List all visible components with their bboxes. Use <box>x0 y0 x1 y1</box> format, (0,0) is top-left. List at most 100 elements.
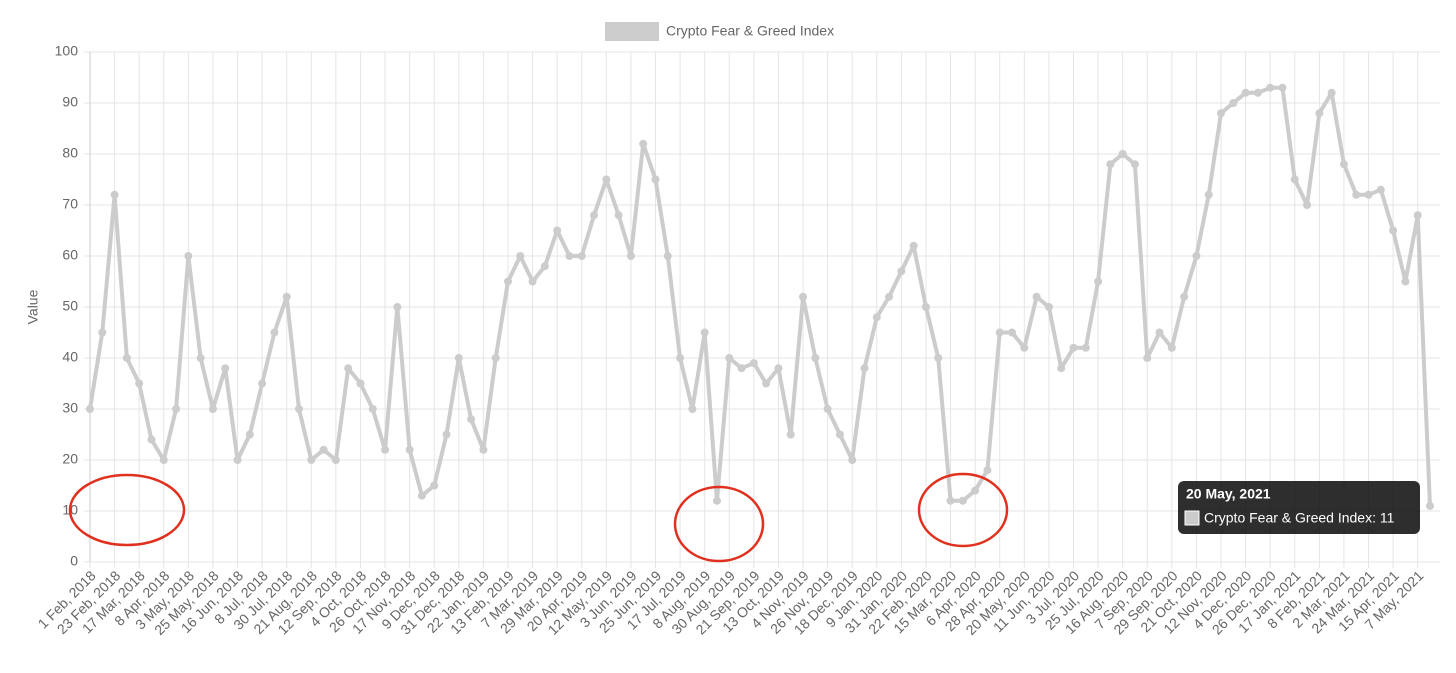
data-point <box>712 496 721 505</box>
data-point <box>885 292 894 301</box>
data-point <box>1106 160 1115 169</box>
annotations <box>68 472 1009 563</box>
data-point <box>307 456 316 464</box>
data-point <box>688 405 697 413</box>
data-point <box>442 430 451 439</box>
tooltip-label: Crypto Fear & Greed Index: 11 <box>1204 510 1395 526</box>
data-point <box>479 445 488 454</box>
data-point <box>663 252 672 260</box>
data-point <box>958 496 967 505</box>
data-point <box>700 328 709 337</box>
data-point <box>946 496 955 505</box>
data-point <box>1143 354 1152 362</box>
data-point <box>1278 83 1287 92</box>
data-point <box>971 486 980 495</box>
data-point <box>184 252 193 260</box>
data-point <box>110 190 119 199</box>
data-point <box>749 359 758 368</box>
data-point <box>405 445 414 454</box>
tooltip-box <box>1178 481 1420 534</box>
data-point <box>98 328 107 337</box>
data-point <box>1118 150 1127 158</box>
data-point <box>1253 88 1262 97</box>
y-axis-label: Value <box>25 289 41 324</box>
data-point <box>602 175 611 184</box>
y-tick-label: 30 <box>62 400 78 416</box>
legend[interactable]: Crypto Fear & Greed Index <box>605 22 834 41</box>
data-point <box>651 175 660 184</box>
data-point <box>122 354 131 362</box>
data-point <box>393 303 402 311</box>
data-point <box>430 481 439 490</box>
data-point <box>503 277 512 286</box>
data-point <box>467 415 476 424</box>
data-point <box>1192 252 1201 260</box>
data-point <box>1266 83 1275 92</box>
y-tick-label: 20 <box>62 451 78 467</box>
data-point <box>1057 364 1066 373</box>
data-point <box>577 252 586 260</box>
data-point <box>848 456 857 464</box>
data-point <box>786 430 795 439</box>
data-point <box>331 456 340 464</box>
data-point <box>1167 343 1176 352</box>
data-point <box>1180 292 1189 301</box>
data-point <box>1069 343 1078 352</box>
data-point <box>737 364 746 373</box>
data-point <box>282 292 291 301</box>
data-point <box>221 364 230 373</box>
data-point <box>1376 185 1385 194</box>
data-point <box>835 430 844 439</box>
y-tick-label: 0 <box>70 553 78 569</box>
data-point <box>934 354 943 362</box>
data-point <box>995 328 1004 337</box>
tooltip-swatch <box>1184 510 1200 526</box>
y-tick-label: 40 <box>62 349 78 365</box>
data-line <box>88 85 1432 506</box>
data-point <box>1020 343 1029 352</box>
data-point <box>1241 88 1250 97</box>
data-point <box>590 211 599 220</box>
data-point <box>344 364 353 373</box>
data-point <box>1044 303 1053 311</box>
data-point <box>1130 160 1139 169</box>
data-point <box>1426 501 1434 510</box>
data-point <box>1217 109 1226 118</box>
data-point <box>319 445 328 454</box>
data-point <box>1032 292 1041 301</box>
y-tick-label: 70 <box>62 196 78 212</box>
data-point <box>1413 211 1422 220</box>
data-point <box>454 354 463 362</box>
data-point <box>135 379 144 388</box>
y-tick-label: 60 <box>62 247 78 263</box>
data-point <box>1094 277 1103 286</box>
data-point <box>1303 201 1312 209</box>
data-point <box>1339 160 1348 169</box>
data-point <box>516 252 525 260</box>
data-point <box>1364 190 1373 199</box>
y-tick-label: 80 <box>62 145 78 161</box>
data-point <box>872 313 881 322</box>
data-point <box>762 379 771 388</box>
tooltip-title: 20 May, 2021 <box>1186 486 1271 502</box>
data-point <box>147 435 156 444</box>
data-point <box>811 354 820 362</box>
data-point <box>1315 109 1324 118</box>
legend-label[interactable]: Crypto Fear & Greed Index <box>666 23 834 39</box>
data-point <box>540 262 549 271</box>
data-point <box>921 303 930 311</box>
data-point <box>294 405 303 413</box>
data-point <box>1008 328 1017 337</box>
data-point <box>270 328 279 337</box>
data-point <box>1389 226 1398 235</box>
data-point <box>725 354 734 362</box>
data-point <box>1081 343 1090 352</box>
y-tick-label: 100 <box>55 43 79 59</box>
data-point <box>1155 328 1164 337</box>
data-point <box>553 226 562 235</box>
highlight-circle <box>917 472 1009 548</box>
highlight-circle <box>68 473 186 547</box>
data-point <box>196 354 205 362</box>
